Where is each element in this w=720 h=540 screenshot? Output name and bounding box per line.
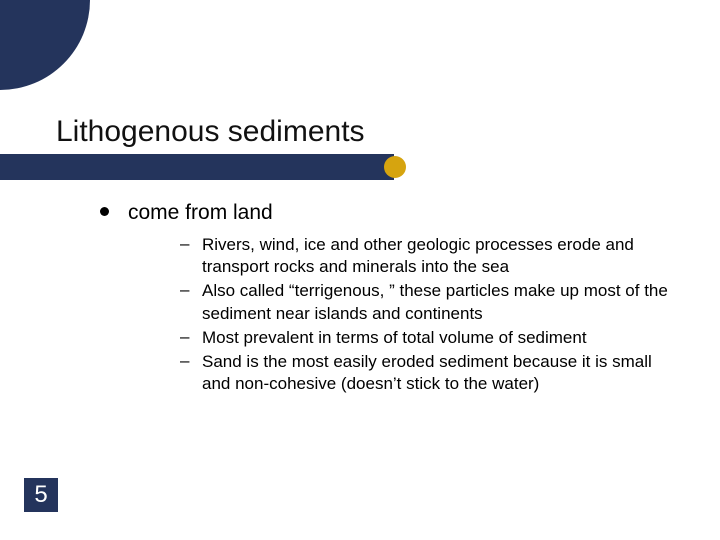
corner-decoration (0, 0, 90, 90)
list-item: – Also called “terrigenous, ” these part… (172, 280, 680, 324)
sub-list: – Rivers, wind, ice and other geologic p… (128, 234, 680, 395)
list-item-text: Also called “terrigenous, ” these partic… (202, 280, 680, 324)
dash-icon: – (180, 327, 189, 347)
accent-dot-icon (384, 156, 406, 178)
dash-icon: – (180, 280, 189, 300)
list-item-text: come from land (128, 200, 680, 226)
dash-icon: – (180, 351, 189, 371)
list-item: – Most prevalent in terms of total volum… (172, 327, 680, 349)
dash-icon: – (180, 234, 189, 254)
list-item-text: Sand is the most easily eroded sediment … (202, 351, 680, 395)
list-item: – Rivers, wind, ice and other geologic p… (172, 234, 680, 278)
list-item: come from land – Rivers, wind, ice and o… (100, 200, 680, 395)
slide-title: Lithogenous sediments (56, 115, 365, 149)
slide-content: come from land – Rivers, wind, ice and o… (100, 200, 680, 405)
list-item-text: Rivers, wind, ice and other geologic pro… (202, 234, 680, 278)
list-item: – Sand is the most easily eroded sedimen… (172, 351, 680, 395)
list-item-text: Most prevalent in terms of total volume … (202, 327, 680, 349)
title-underline (0, 154, 394, 180)
bullet-icon (100, 207, 109, 216)
page-number: 5 (24, 478, 58, 512)
